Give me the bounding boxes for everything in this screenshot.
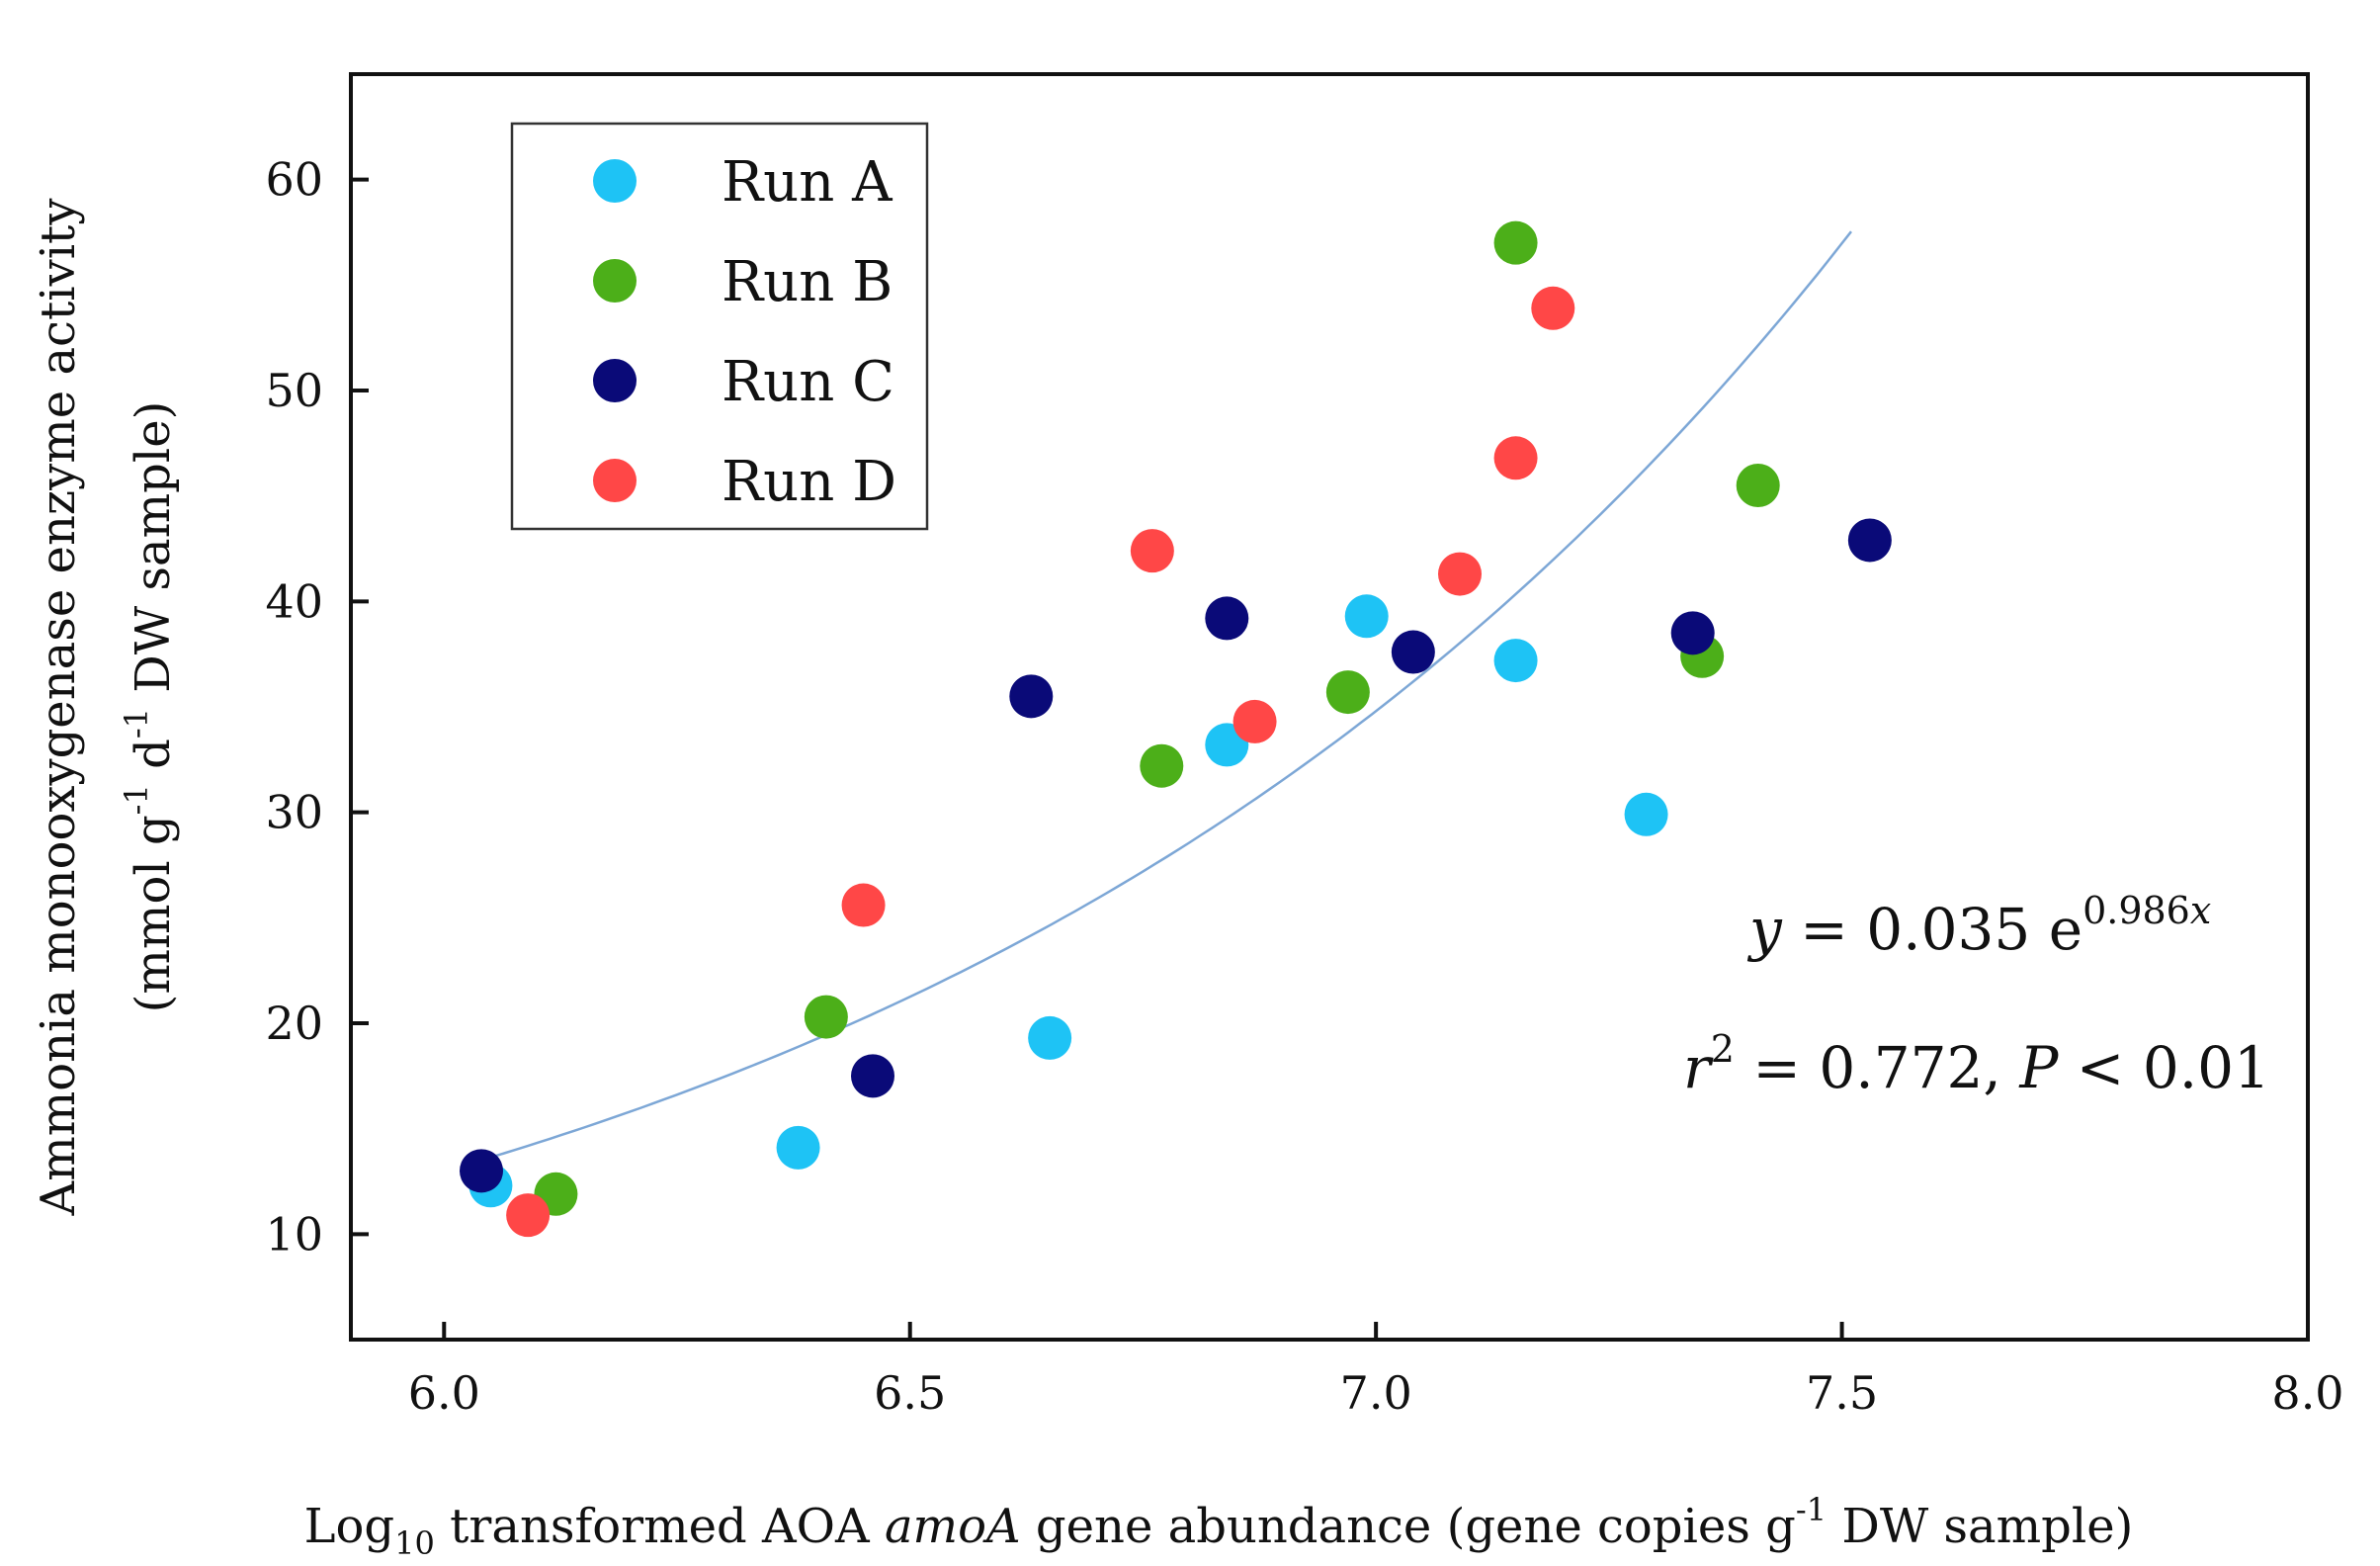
point-run-a [1624,792,1668,836]
point-run-d [1493,436,1538,480]
plot-frame [349,72,2310,1342]
legend-marker-run-d [593,459,637,502]
point-run-c [1847,518,1892,563]
data-points [460,220,1892,1238]
point-run-b [1325,670,1370,715]
exponential-fit-line [480,230,1852,1162]
point-run-d [1531,286,1575,330]
point-run-d [1438,552,1482,596]
legend-label-run-c: Run C [722,350,894,414]
point-run-b [1736,464,1780,507]
y-tick-label: 30 [265,786,323,839]
point-run-a [776,1125,820,1170]
point-run-d [1130,529,1174,573]
point-run-c [1009,674,1054,719]
legend-box [510,122,929,531]
point-run-c [460,1149,503,1193]
point-run-c [1670,611,1715,655]
y-axis-title-line2: (mmol g-1 d-1 DW sample) [118,401,181,1013]
y-tick-label: 20 [265,997,323,1050]
point-run-a [1028,1015,1072,1060]
legend-label-run-b: Run B [722,250,892,314]
x-tick-label: 8.0 [2271,1366,2343,1420]
point-run-d [1232,699,1277,743]
x-tick-label: 6.0 [408,1366,480,1420]
y-axis-title-line1: Ammonia monooxygenase enzyme activity [31,199,86,1217]
point-run-c [1391,630,1435,674]
legend-marker-run-a [593,159,637,203]
legend: Run A Run B Run C Run D [510,122,929,531]
point-run-b [804,995,848,1039]
legend-marker-run-b [593,259,637,303]
legend-label-run-a: Run A [722,150,892,215]
point-run-b [1140,743,1184,788]
y-tick-label: 10 [265,1207,323,1261]
y-tick-label: 60 [265,153,323,207]
point-run-a [1344,594,1389,639]
x-tick-label: 6.5 [874,1366,946,1420]
x-tick-label: 7.5 [1806,1366,1878,1420]
x-axis-title: Log10 transformed AOA amoA gene abundanc… [304,1491,2134,1562]
point-run-a [1493,639,1538,683]
x-tick-label: 7.0 [1340,1366,1412,1420]
y-tick-label: 40 [265,574,323,628]
point-run-b [1493,220,1538,265]
fit-equation: y = 0.035 e0.986x [1746,889,2211,963]
point-run-d [506,1193,551,1238]
legend-label-run-d: Run D [722,450,896,514]
y-axis-title: Ammonia monooxygenase enzyme activity (m… [31,199,181,1217]
fit-statistics: r2 = 0.772, P < 0.01 [1683,1027,2270,1101]
y-tick-label: 50 [265,364,323,417]
point-run-d [841,883,886,927]
point-run-c [851,1054,894,1098]
axis-ticks: 6.0 6.5 7.0 7.5 8.0 10 20 30 40 50 60 [265,153,2343,1420]
point-run-c [1205,596,1249,641]
legend-marker-run-c [593,359,637,402]
